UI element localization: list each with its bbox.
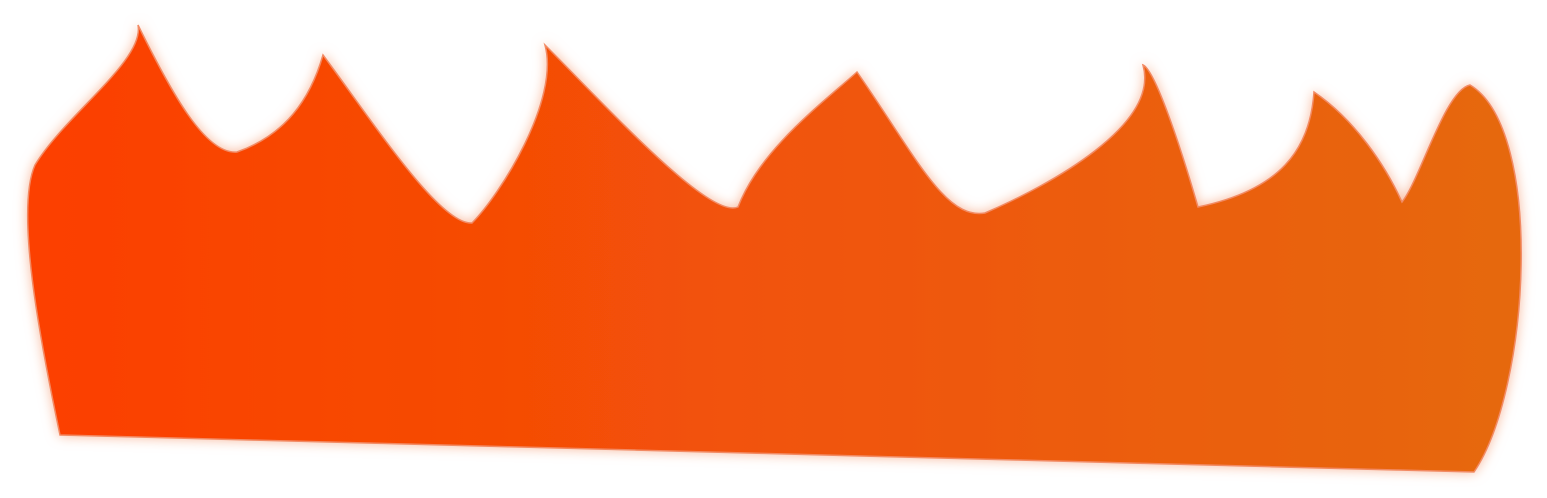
flame-shape — [26, 24, 1522, 473]
